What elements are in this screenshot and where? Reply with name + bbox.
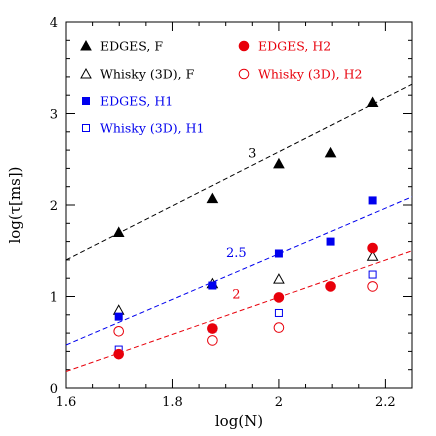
data-point: [206, 192, 219, 204]
data-point: [368, 196, 377, 205]
y-tick-label: 0: [50, 382, 58, 397]
x-tick-label: 2.2: [375, 395, 396, 410]
data-point: [207, 335, 218, 346]
fit-line: [65, 196, 413, 346]
y-tick-label: 2: [50, 199, 58, 214]
axis-ticks: 1.6 1.8 2 2.2 0 1 2 3 4: [50, 16, 413, 410]
y-tick-label: 1: [50, 291, 58, 306]
x-tick-label: 2: [275, 395, 283, 410]
fit-slope-label: 2: [232, 287, 240, 302]
data-point: [367, 281, 378, 292]
legend-label: Whisky (3D), F: [100, 67, 195, 82]
data-point: [274, 249, 283, 258]
legend-label: EDGES, H2: [258, 39, 331, 54]
data-points: [112, 96, 379, 360]
legend-marker: [82, 97, 90, 105]
data-point: [114, 312, 123, 321]
x-tick-label: 1.6: [56, 395, 77, 410]
data-point: [368, 270, 377, 279]
data-point: [273, 322, 285, 333]
legend-marker: [80, 39, 92, 51]
fit-line: [65, 83, 413, 261]
legend-label: Whisky (3D), H2: [258, 67, 362, 82]
data-point: [324, 146, 337, 158]
data-point: [273, 273, 285, 284]
legend-marker: [238, 40, 250, 52]
data-point: [366, 250, 379, 261]
data-point: [207, 323, 218, 334]
data-point: [273, 292, 285, 303]
y-tick-label: 3: [50, 108, 58, 123]
data-point: [273, 157, 285, 169]
fit-slope-label: 3: [248, 146, 256, 161]
fit-slope-label: 2.5: [226, 246, 247, 261]
data-point: [366, 96, 379, 108]
y-tick-label: 4: [50, 16, 58, 31]
legend-marker: [238, 68, 250, 80]
fit-line: [65, 250, 413, 373]
y-axis-label: log(τ[ms]): [6, 166, 24, 243]
legend-label: Whisky (3D), H1: [100, 121, 204, 136]
fit-lines: 32.52: [65, 83, 413, 373]
data-point: [208, 281, 217, 290]
data-point: [113, 348, 124, 360]
data-point: [113, 325, 124, 337]
legend-marker: [80, 67, 92, 79]
data-point: [274, 308, 283, 317]
data-point: [367, 242, 378, 254]
data-point: [326, 237, 335, 246]
data-point: [325, 281, 336, 292]
data-point: [112, 226, 125, 237]
x-axis-label: log(N): [215, 412, 263, 430]
legend-label: EDGES, H1: [100, 94, 173, 109]
legend: EDGES, F EDGES, H2 Whisky (3D), F Whisky (3…: [80, 39, 362, 136]
legend-label: EDGES, F: [100, 39, 163, 54]
legend-marker: [82, 124, 90, 132]
x-tick-label: 1.8: [162, 395, 183, 410]
